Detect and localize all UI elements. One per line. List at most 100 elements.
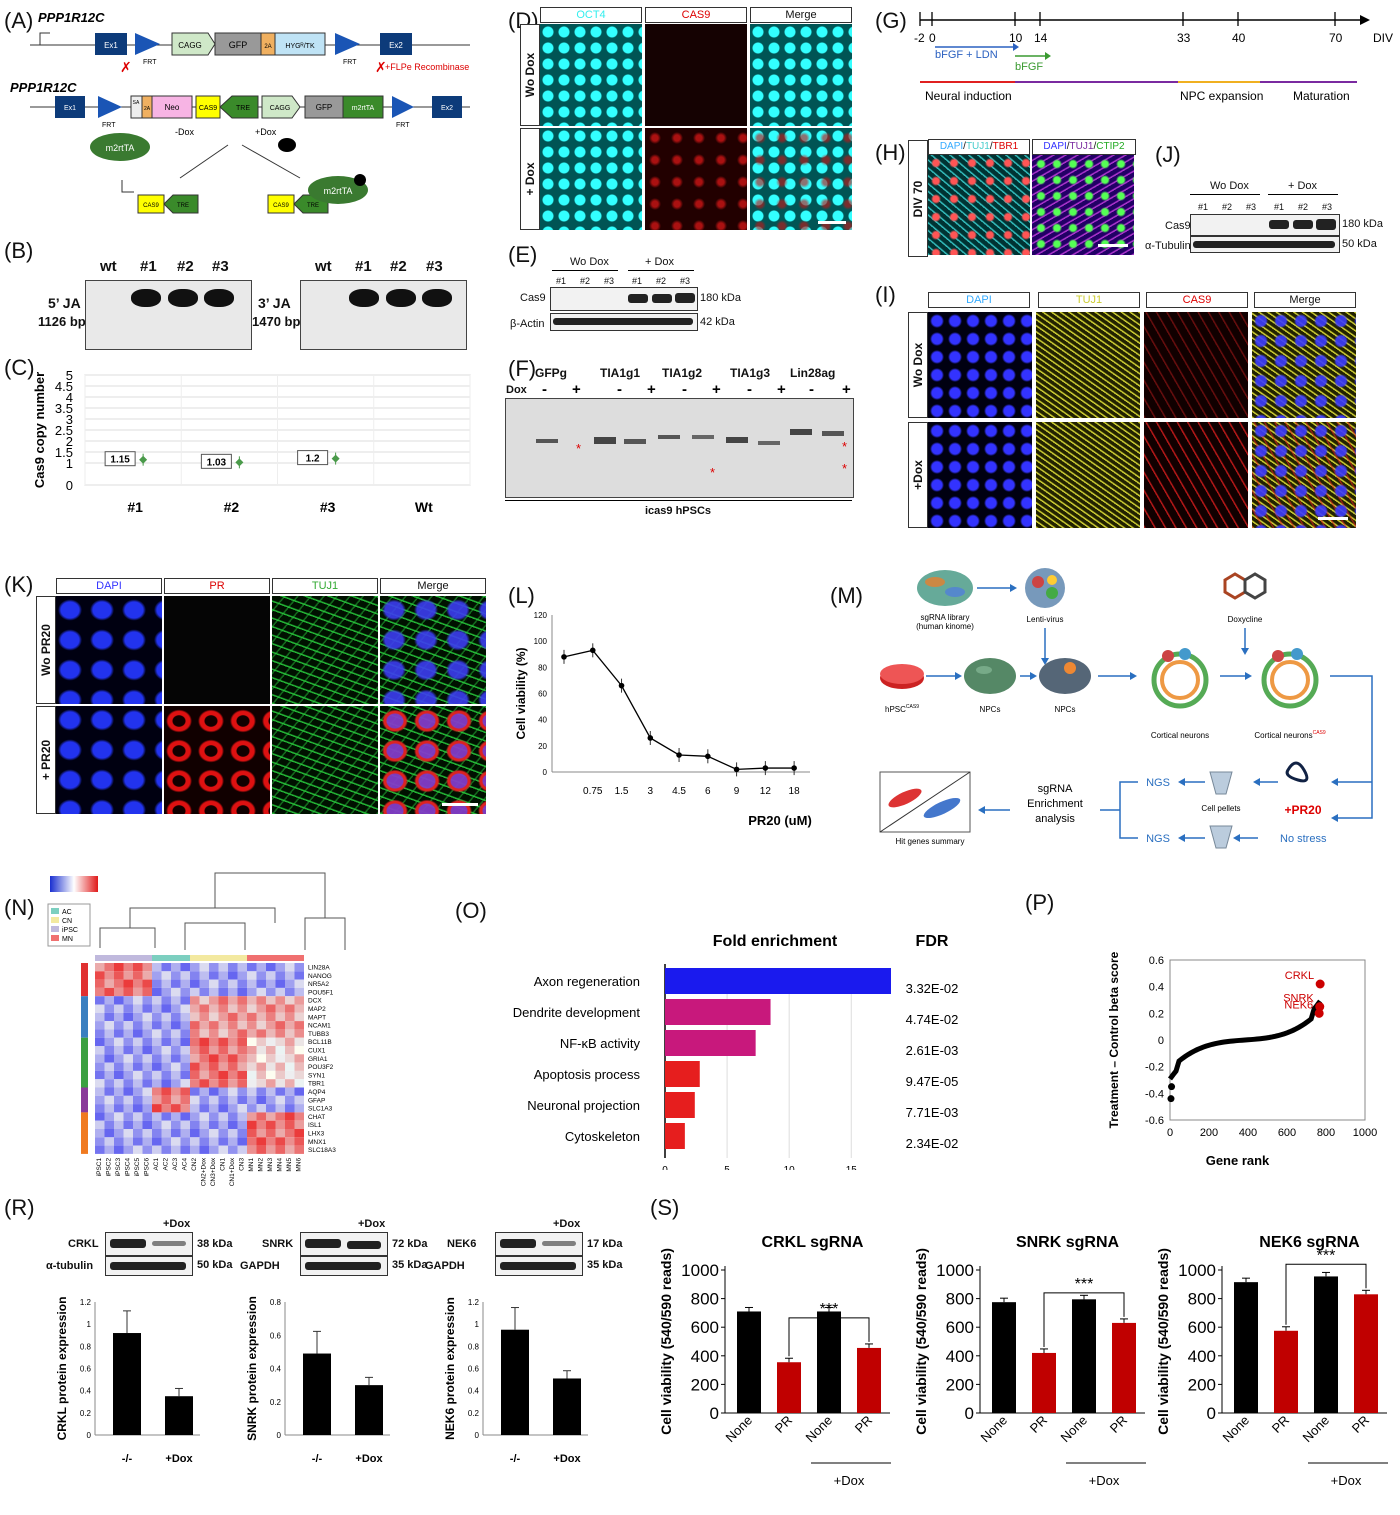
svg-text:CAS9: CAS9: [143, 203, 159, 209]
heatmap-cell: [247, 1029, 257, 1038]
y-axis-label: Treatment – Control beta score: [1107, 951, 1121, 1128]
heatmap-cell: [294, 963, 304, 972]
panel-label-k: (K): [4, 572, 34, 597]
heatmap-cell: [294, 979, 304, 988]
svg-text:FRT: FRT: [143, 59, 157, 66]
heatmap-cell: [161, 1037, 171, 1046]
panel-label-p: (P): [1025, 890, 1055, 915]
dendrogram-branch: [214, 872, 326, 918]
y-tick-label: 200: [691, 1375, 719, 1394]
heatmap-cell: [161, 1104, 171, 1113]
heatmap-cell: [285, 996, 295, 1005]
heatmap-cell: [133, 1095, 143, 1105]
y-tick-label: 5: [66, 368, 73, 383]
heatmap-cell: [285, 1021, 295, 1030]
heatmap-cell: [228, 1137, 238, 1146]
heatmap-cell: [161, 1021, 171, 1030]
heatmap-cell: [256, 1104, 266, 1113]
heatmap-cell: [123, 1112, 133, 1121]
k-header-pr: PR: [164, 578, 270, 594]
y-axis-label: Cell viability (540/590 reads): [658, 1248, 674, 1435]
svg-text:Hit genes summary: Hit genes summary: [896, 837, 965, 846]
heatmap-cell: [123, 1095, 133, 1105]
significance-label: ***: [1317, 1247, 1336, 1264]
y-tick-label: 0: [710, 1404, 719, 1423]
bar: [1234, 1282, 1258, 1413]
svg-text:(human kinome): (human kinome): [916, 622, 974, 631]
hit-label: NEK6: [1284, 999, 1313, 1011]
y-tick-label: 0.8: [80, 1342, 92, 1351]
r-control-label: GAPDH: [240, 1260, 280, 1272]
data-point: [676, 752, 682, 758]
h-image-tbr1: [928, 155, 1030, 255]
heatmap-cell: [256, 1145, 266, 1154]
r-blot-target: [495, 1232, 583, 1256]
x-tick-label: #1: [127, 499, 143, 515]
heatmap-cell: [218, 1037, 228, 1046]
heatmap-cell: [256, 1137, 266, 1146]
significance-bracket: [1043, 1292, 1125, 1347]
svg-text:NPC expansion: NPC expansion: [1180, 89, 1263, 103]
heatmap-cell: [133, 1004, 143, 1013]
heatmap-cell: [180, 1054, 190, 1063]
x-tick-label: PR: [1349, 1413, 1372, 1436]
i-header-merge: Merge: [1254, 292, 1356, 308]
legend-label: iPSC: [62, 927, 78, 934]
heatmap-cell: [218, 1112, 228, 1121]
heatmap-cell: [152, 1129, 162, 1138]
heatmap-cell: [228, 1104, 238, 1113]
heatmap-cell: [142, 1104, 152, 1113]
crkl-expression-chart: 0 0.2 0.4 0.6 0.8 1 1.2 -/- +Dox CRKL protein exp…: [55, 1297, 200, 1465]
heatmap-cell: [180, 1079, 190, 1088]
heatmap-cell: [256, 979, 266, 988]
heatmap-cell: [199, 1104, 209, 1113]
h-header-2: DAPI/TUJ1/CTIP2: [1032, 139, 1136, 155]
heatmap-cell: [256, 1087, 266, 1096]
heatmap-cell: [133, 987, 143, 997]
expression-heatmap: ACCNiPSCMNLIN28ANANOGNR5A2POU5F1DCXMAP2M…: [47, 872, 346, 1186]
heatmap-cell: [142, 1012, 152, 1022]
heatmap-cell: [104, 1087, 114, 1096]
svg-text:No stress: No stress: [1280, 833, 1327, 845]
y-tick-label: 0.2: [1149, 1008, 1164, 1020]
heatmap-cell: [294, 987, 304, 997]
k-row-plus: + PR20: [36, 706, 56, 814]
svg-text:sgRNA: sgRNA: [1038, 783, 1074, 795]
y-axis-label: SNRK protein expression: [245, 1296, 259, 1441]
heatmap-cell: [256, 1012, 266, 1022]
heatmap-cell: [285, 979, 295, 988]
category-label: Neuronal projection: [527, 1098, 640, 1113]
x-tick-label: #2: [224, 499, 240, 515]
go-enrichment-chart: Fold enrichment FDR 0 5 10 15 Axon regeneratio…: [513, 933, 959, 1170]
heatmap-cell: [152, 1012, 162, 1022]
heatmap-cell: [294, 1145, 304, 1154]
heatmap-cell: [237, 1062, 247, 1071]
heatmap-cell: [285, 1095, 295, 1105]
heatmap-cell: [114, 1021, 124, 1030]
x-tick-label: None: [1058, 1413, 1091, 1446]
heatmap-cell: [161, 1087, 171, 1096]
y-tick-label: 3.5: [55, 401, 73, 416]
r-target-kda: 38 kDa: [197, 1238, 233, 1250]
heatmap-cell: [285, 1037, 295, 1046]
x-tick-label: -/-: [122, 1453, 133, 1465]
heatmap-cell: [294, 1062, 304, 1071]
heatmap-cell: [133, 1029, 143, 1038]
heatmap-cell: [95, 971, 105, 980]
heatmap-cell: [199, 1145, 209, 1154]
heatmap-cell: [266, 1129, 276, 1138]
heatmap-cell: [228, 1021, 238, 1030]
svg-text:+Dox: +Dox: [255, 127, 277, 137]
chart-title: NEK6 sgRNA: [1259, 1234, 1360, 1251]
hit-label: CRKL: [1285, 970, 1314, 982]
data-point: [705, 753, 711, 760]
heatmap-cell: [104, 979, 114, 988]
heatmap-cell: [285, 1120, 295, 1129]
gene-label: MAP2: [308, 1006, 326, 1013]
heatmap-cell: [209, 1137, 219, 1146]
heatmap-cell: [285, 987, 295, 997]
heatmap-cell: [237, 1112, 247, 1121]
x-tick-label: PR: [852, 1413, 875, 1436]
svg-text:sgRNA library: sgRNA library: [921, 613, 970, 622]
heatmap-cell: [266, 1037, 276, 1046]
